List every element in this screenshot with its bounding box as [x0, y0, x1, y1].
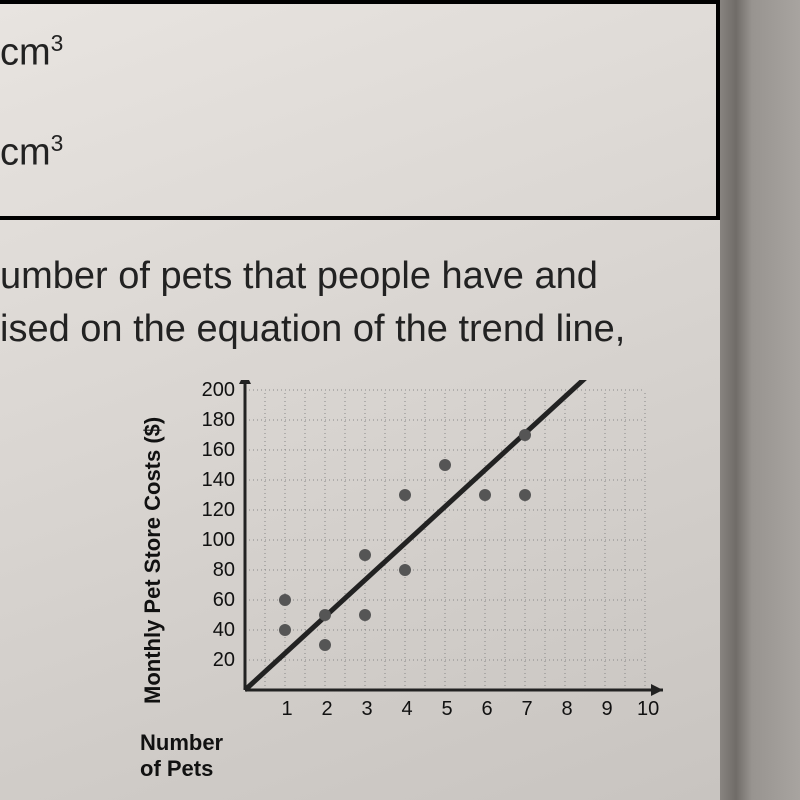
x-tick: 7	[517, 698, 537, 721]
x-tick: 8	[557, 698, 577, 721]
chart-plot-area	[235, 380, 675, 720]
y-tick: 60	[185, 589, 235, 612]
question-text: umber of pets that people have and ised …	[0, 250, 625, 356]
fragment-cm3-1: cm3	[0, 30, 63, 75]
y-tick: 20	[185, 649, 235, 672]
x-tick: 3	[357, 698, 377, 721]
x-tick: 5	[437, 698, 457, 721]
x-tick: 9	[597, 698, 617, 721]
page-edge-shadow	[720, 0, 800, 800]
y-tick: 180	[185, 409, 235, 432]
y-axis-label: Monthly Pet Store Costs ($)	[140, 410, 166, 710]
x-tick: 1	[277, 698, 297, 721]
table-border-vertical	[716, 0, 720, 220]
table-border-top	[0, 0, 720, 4]
y-tick: 200	[185, 379, 235, 402]
x-tick: 4	[397, 698, 417, 721]
fragment-cm3-2: cm3	[0, 130, 63, 175]
x-tick: 2	[317, 698, 337, 721]
y-tick: 40	[185, 619, 235, 642]
y-tick: 140	[185, 469, 235, 492]
x-axis-label: Number of Pets	[140, 730, 223, 782]
y-tick: 80	[185, 559, 235, 582]
x-tick: 10	[637, 698, 657, 721]
y-tick: 120	[185, 499, 235, 522]
x-tick: 6	[477, 698, 497, 721]
y-tick: 160	[185, 439, 235, 462]
y-tick: 100	[185, 529, 235, 552]
table-border-horizontal	[0, 216, 720, 220]
